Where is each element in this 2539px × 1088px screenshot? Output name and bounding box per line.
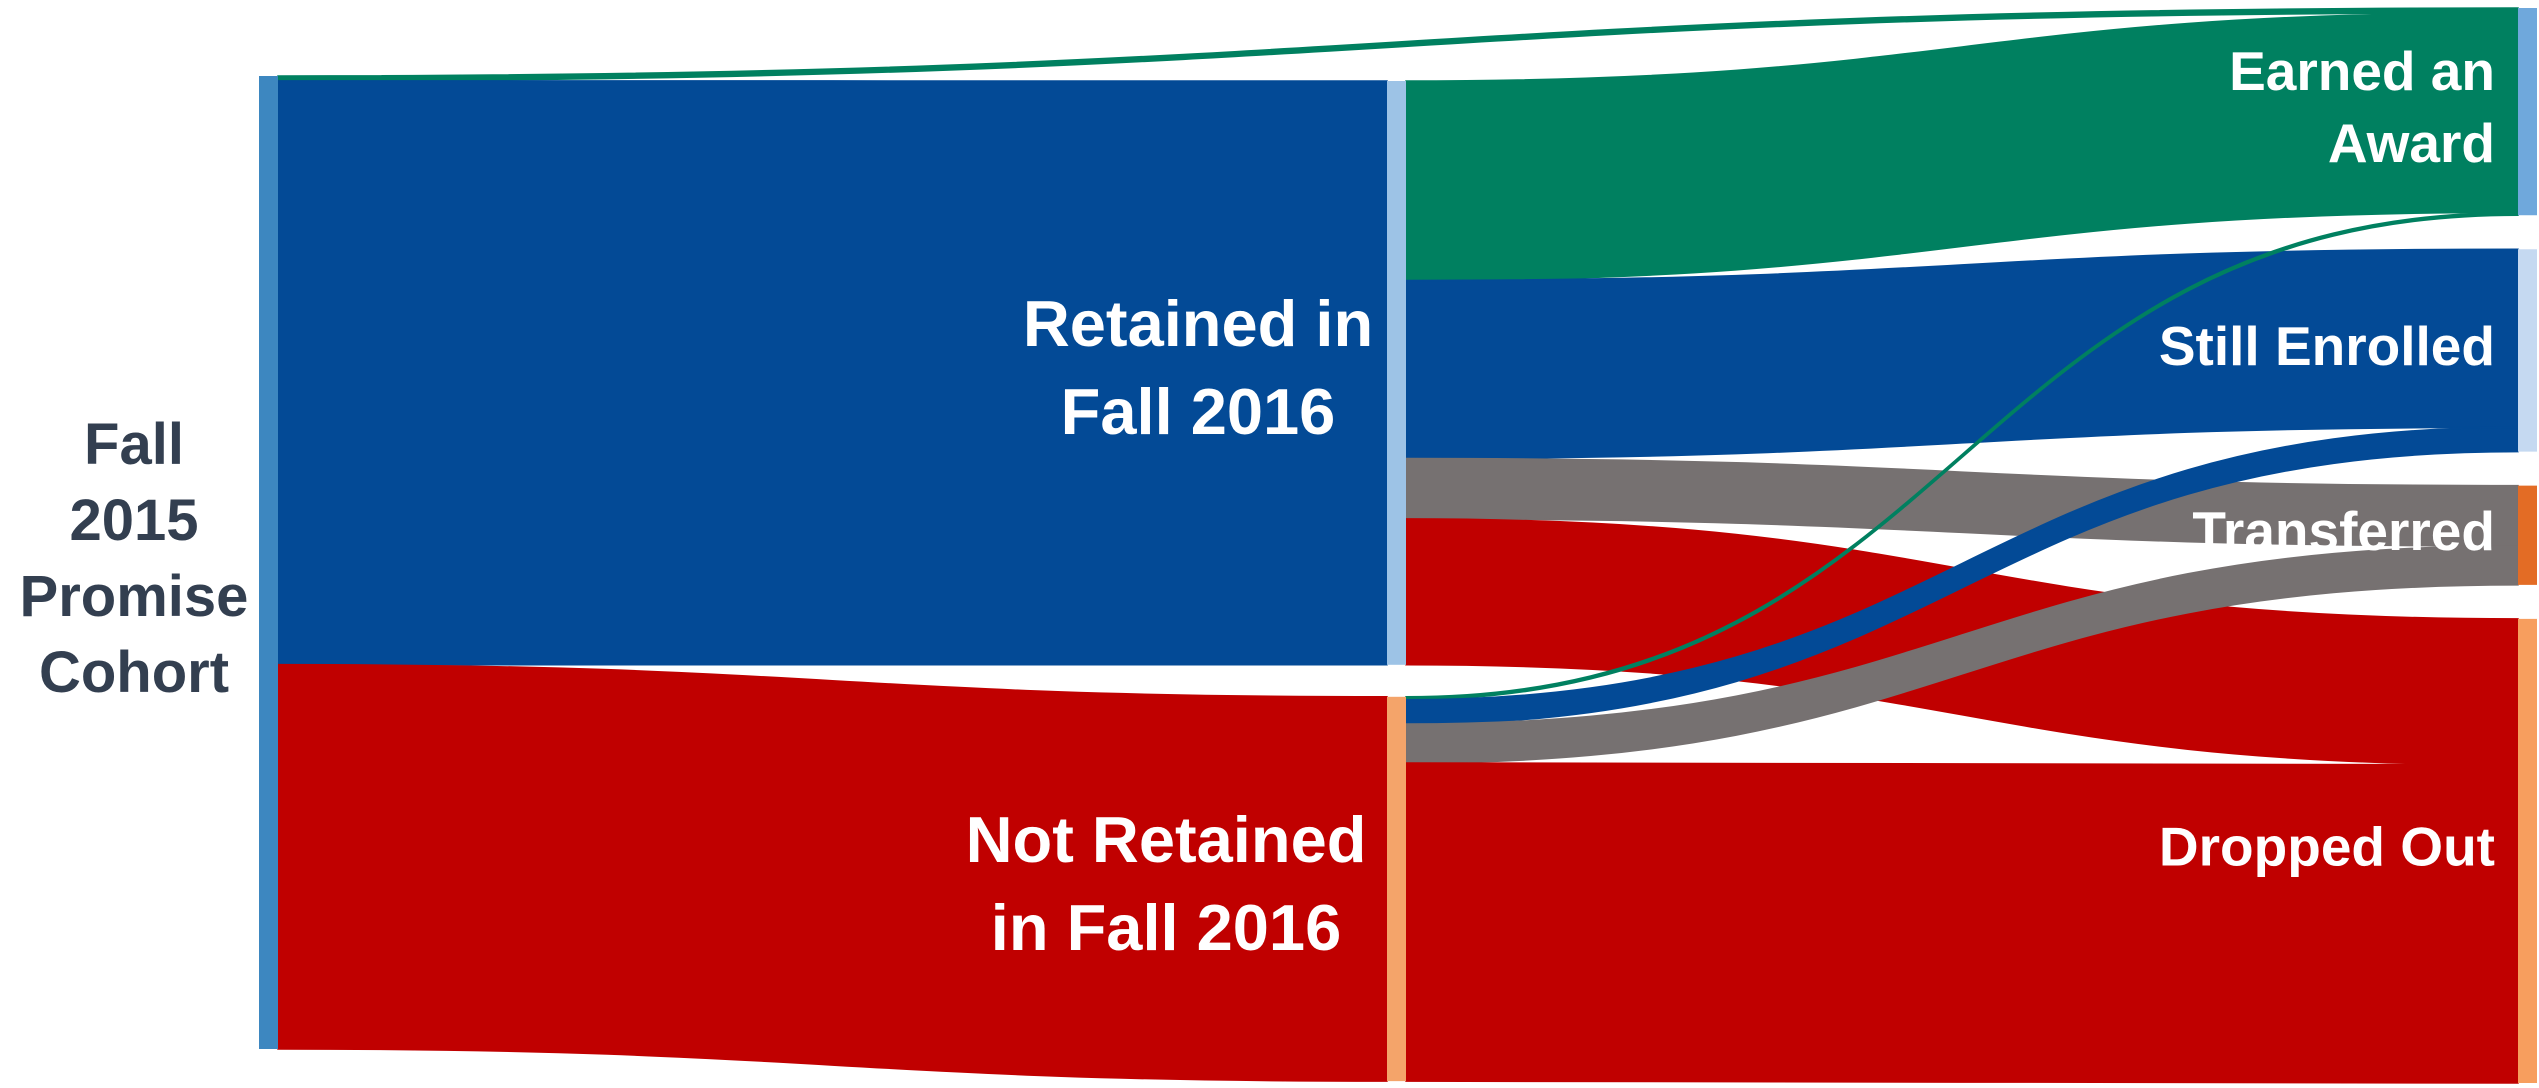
node-label: Still Enrolled xyxy=(2159,315,2495,377)
node-bar xyxy=(2518,618,2537,1083)
node-bar xyxy=(2518,249,2537,452)
labels: Fall 2015 Promise Cohort Retained in Fall 201… xyxy=(20,40,2495,964)
node-label: Fall 2016 xyxy=(1061,375,1336,448)
node-label: Cohort xyxy=(39,640,229,705)
links xyxy=(277,7,2519,1084)
node-label: Not Retained xyxy=(966,803,1367,876)
node-bar xyxy=(1387,696,1406,1082)
flow xyxy=(1405,762,2519,1084)
node-bar xyxy=(1387,81,1406,665)
nodes xyxy=(259,8,2537,1083)
node-label: Retained in xyxy=(1023,287,1373,360)
node-label: in Fall 2016 xyxy=(991,891,1341,964)
node-label: Transferred xyxy=(2192,500,2495,562)
node-label: Earned an xyxy=(2229,40,2495,102)
node-label: Fall xyxy=(84,412,184,477)
flow xyxy=(277,663,1388,1082)
node-label: Promise xyxy=(20,564,249,629)
node-bar xyxy=(2518,8,2537,216)
node-label: 2015 xyxy=(69,488,198,553)
node-bar xyxy=(2518,485,2537,585)
node-label: Award xyxy=(2328,112,2495,174)
flow xyxy=(277,80,1388,666)
node-bar xyxy=(259,76,278,1049)
node-label: Dropped Out xyxy=(2159,815,2495,877)
